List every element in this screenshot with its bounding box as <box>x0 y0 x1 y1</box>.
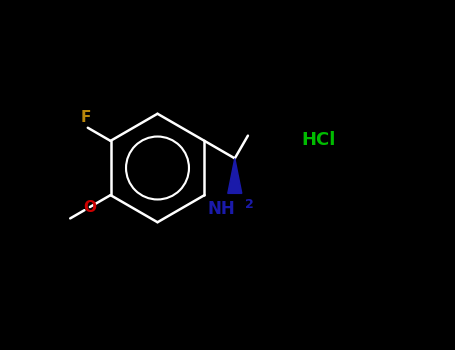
Text: NH: NH <box>207 199 235 218</box>
Text: 2: 2 <box>245 198 254 211</box>
Text: O: O <box>83 199 96 215</box>
Polygon shape <box>228 158 242 193</box>
Text: HCl: HCl <box>301 131 336 149</box>
Text: F: F <box>81 110 91 125</box>
